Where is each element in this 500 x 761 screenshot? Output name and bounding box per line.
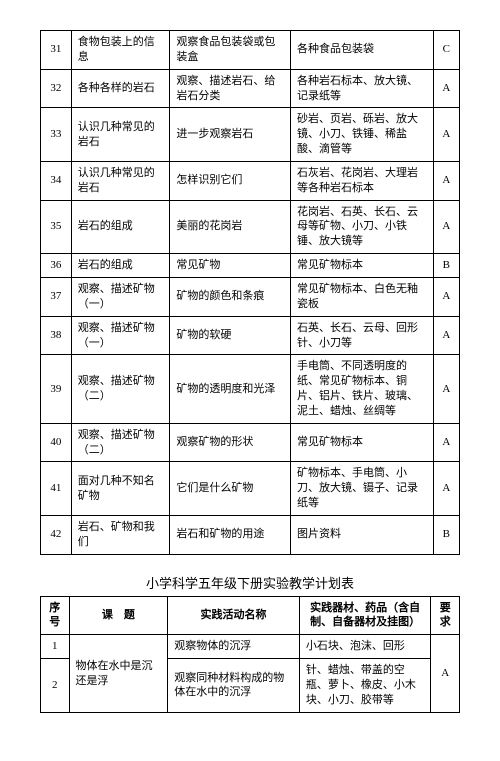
table1-row: 35岩石的组成美丽的花岗岩花岗岩、石英、长石、云母等矿物、小刀、小铁锤、放大镜等…: [41, 200, 460, 254]
table1-row: 41面对几种不知名矿物它们是什么矿物矿物标本、手电筒、小刀、放大镜、镊子、记录纸…: [41, 462, 460, 516]
cell-act: 它们是什么矿物: [170, 462, 291, 516]
cell-req: A: [433, 462, 459, 516]
cell-topic: 面对几种不知名矿物: [71, 462, 170, 516]
cell-n: 41: [41, 462, 72, 516]
cell-mat: 图片资料: [291, 515, 434, 554]
cell-topic: 食物包装上的信息: [71, 31, 170, 70]
cell-topic: 各种各样的岩石: [71, 69, 170, 108]
cell-topic: 岩石的组成: [71, 200, 170, 254]
table1-row: 37观察、描述矿物（一）矿物的颜色和条痕常见矿物标本、白色无釉瓷板A: [41, 277, 460, 316]
table1-row: 31食物包装上的信息观察食品包装袋或包装盒各种食品包装袋C: [41, 31, 460, 70]
cell-req: B: [433, 515, 459, 554]
col-topic: 课 题: [69, 596, 168, 635]
cell-topic: 认识几种常见的岩石: [71, 108, 170, 162]
cell-topic: 认识几种常见的岩石: [71, 161, 170, 200]
cell-mat: 常见矿物标本: [291, 423, 434, 462]
cell-act: 怎样识别它们: [170, 161, 291, 200]
table2-caption: 小学科学五年级下册实验教学计划表: [40, 573, 460, 592]
cell-n: 42: [41, 515, 72, 554]
col-seq: 序号: [41, 596, 70, 635]
cell-act: 观察、描述岩石、给岩石分类: [170, 69, 291, 108]
cell-n: 32: [41, 69, 72, 108]
experiment-table-2: 序号 课 题 实践活动名称 实践器材、药品（含自制、自备器材及挂图） 要求 1 …: [40, 596, 460, 713]
col-activity: 实践活动名称: [168, 596, 300, 635]
cell-req: A: [431, 635, 460, 712]
cell-n: 33: [41, 108, 72, 162]
cell-req: A: [433, 161, 459, 200]
cell-act: 岩石和矿物的用途: [170, 515, 291, 554]
experiment-table-1: 31食物包装上的信息观察食品包装袋或包装盒各种食品包装袋C32各种各样的岩石观察…: [40, 30, 460, 555]
cell-req: B: [433, 254, 459, 278]
table2-row: 1 物体在水中是沉还是浮 观察物体的沉浮 小石块、泡沫、回形 A: [41, 635, 460, 659]
cell-req: A: [433, 316, 459, 355]
cell-n: 37: [41, 277, 72, 316]
table1-row: 42岩石、矿物和我们岩石和矿物的用途图片资料B: [41, 515, 460, 554]
cell-req: A: [433, 200, 459, 254]
cell-activity: 观察同种材料构成的物体在水中的沉浮: [168, 659, 300, 713]
cell-act: 美丽的花岗岩: [170, 200, 291, 254]
cell-topic: 物体在水中是沉还是浮: [69, 635, 168, 712]
cell-n: 34: [41, 161, 72, 200]
cell-req: A: [433, 277, 459, 316]
cell-mat: 花岗岩、石英、长石、云母等矿物、小刀、小铁锤、放大镜等: [291, 200, 434, 254]
cell-n: 39: [41, 355, 72, 423]
cell-mat: 常见矿物标本、白色无釉瓷板: [291, 277, 434, 316]
cell-req: A: [433, 69, 459, 108]
cell-req: A: [433, 355, 459, 423]
table1-row: 33认识几种常见的岩石进一步观察岩石砂岩、页岩、砾岩、放大镜、小刀、铁锤、稀盐酸…: [41, 108, 460, 162]
table1-row: 38观察、描述矿物（一）矿物的软硬石英、长石、云母、回形针、小刀等A: [41, 316, 460, 355]
table1-row: 36岩石的组成常见矿物常见矿物标本B: [41, 254, 460, 278]
table1-row: 40观察、描述矿物（二）观察矿物的形状常见矿物标本A: [41, 423, 460, 462]
cell-seq: 2: [41, 659, 70, 713]
col-req: 要求: [431, 596, 460, 635]
cell-n: 35: [41, 200, 72, 254]
cell-act: 进一步观察岩石: [170, 108, 291, 162]
cell-materials: 小石块、泡沫、回形: [299, 635, 431, 659]
cell-topic: 观察、描述矿物（一）: [71, 316, 170, 355]
cell-mat: 各种食品包装袋: [291, 31, 434, 70]
cell-mat: 石英、长石、云母、回形针、小刀等: [291, 316, 434, 355]
cell-n: 38: [41, 316, 72, 355]
table1-row: 34认识几种常见的岩石怎样识别它们石灰岩、花岗岩、大理岩等各种岩石标本A: [41, 161, 460, 200]
table2-header-row: 序号 课 题 实践活动名称 实践器材、药品（含自制、自备器材及挂图） 要求: [41, 596, 460, 635]
cell-act: 矿物的软硬: [170, 316, 291, 355]
table1-row: 32各种各样的岩石观察、描述岩石、给岩石分类各种岩石标本、放大镜、记录纸等A: [41, 69, 460, 108]
cell-req: C: [433, 31, 459, 70]
cell-topic: 观察、描述矿物（二）: [71, 423, 170, 462]
cell-act: 矿物的颜色和条痕: [170, 277, 291, 316]
cell-act: 观察矿物的形状: [170, 423, 291, 462]
cell-mat: 手电筒、不同透明度的纸、常见矿物标本、铜片、铝片、铁片、玻璃、泥土、蜡烛、丝绸等: [291, 355, 434, 423]
cell-mat: 砂岩、页岩、砾岩、放大镜、小刀、铁锤、稀盐酸、滴管等: [291, 108, 434, 162]
cell-activity: 观察物体的沉浮: [168, 635, 300, 659]
cell-n: 36: [41, 254, 72, 278]
cell-req: A: [433, 423, 459, 462]
cell-n: 40: [41, 423, 72, 462]
cell-materials: 针、蜡烛、带盖的空瓶、萝卜、橡皮、小木块、小刀、胶带等: [299, 659, 431, 713]
cell-act: 观察食品包装袋或包装盒: [170, 31, 291, 70]
cell-mat: 矿物标本、手电筒、小刀、放大镜、镊子、记录纸等: [291, 462, 434, 516]
cell-mat: 常见矿物标本: [291, 254, 434, 278]
col-materials: 实践器材、药品（含自制、自备器材及挂图）: [299, 596, 431, 635]
cell-mat: 石灰岩、花岗岩、大理岩等各种岩石标本: [291, 161, 434, 200]
cell-seq: 1: [41, 635, 70, 659]
table1-row: 39观察、描述矿物（二）矿物的透明度和光泽手电筒、不同透明度的纸、常见矿物标本、…: [41, 355, 460, 423]
cell-topic: 岩石、矿物和我们: [71, 515, 170, 554]
cell-topic: 岩石的组成: [71, 254, 170, 278]
cell-topic: 观察、描述矿物（二）: [71, 355, 170, 423]
cell-n: 31: [41, 31, 72, 70]
cell-req: A: [433, 108, 459, 162]
cell-act: 常见矿物: [170, 254, 291, 278]
cell-topic: 观察、描述矿物（一）: [71, 277, 170, 316]
cell-act: 矿物的透明度和光泽: [170, 355, 291, 423]
cell-mat: 各种岩石标本、放大镜、记录纸等: [291, 69, 434, 108]
